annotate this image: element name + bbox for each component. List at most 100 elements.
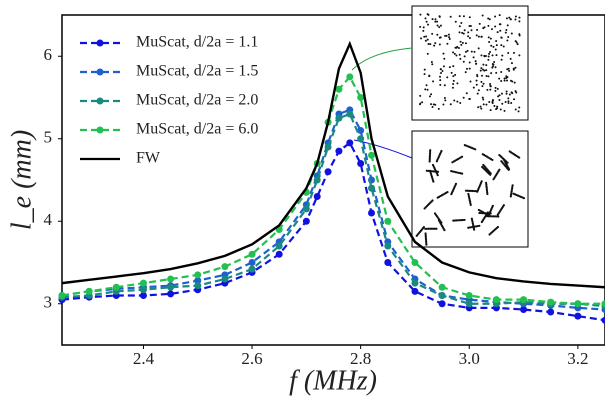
legend-label: MuScat, d/2a = 2.0 (136, 92, 258, 109)
inset-dot (478, 22, 481, 25)
inset-dot (458, 53, 461, 56)
data-point (346, 110, 354, 118)
inset-dot (509, 195, 512, 198)
data-point (411, 287, 419, 295)
inset-dot (460, 43, 463, 46)
inset-dot (439, 24, 442, 27)
inset-dot (500, 92, 503, 95)
inset-dot (477, 106, 480, 109)
inset-dot (491, 158, 494, 162)
data-point (547, 308, 555, 316)
inset-dot (434, 18, 437, 21)
inset-dot (508, 69, 511, 72)
inset-dot (439, 68, 442, 71)
data-point (58, 292, 66, 299)
inset-dot (487, 36, 490, 39)
inset-dot (512, 51, 515, 54)
inset-dot (436, 173, 439, 177)
inset-dot (514, 108, 517, 111)
inset-dot (471, 189, 474, 193)
inset-dot (434, 42, 437, 45)
inset-dot (447, 33, 450, 36)
inset-dot (510, 62, 513, 65)
inset-dot (494, 25, 497, 28)
inset-dot (488, 233, 491, 236)
inset-dot (488, 18, 491, 21)
inset-dot (439, 79, 442, 82)
inset-dot (437, 107, 440, 110)
data-point (302, 205, 310, 213)
inset-dot (489, 215, 492, 218)
inset-dot (490, 215, 494, 218)
x-tick-label: 2.8 (350, 349, 371, 368)
inset-dot (465, 92, 468, 95)
data-point (346, 139, 354, 147)
inset-dot (438, 43, 441, 46)
inset-dot (504, 101, 507, 104)
inset-dot (482, 68, 485, 71)
y-axis-label: l_e (mm) (6, 130, 37, 230)
legend-label: FW (136, 150, 161, 167)
inset-dot (474, 148, 477, 151)
inset-dot (480, 54, 483, 57)
inset-dot (489, 82, 492, 85)
data-point (85, 287, 93, 295)
inset-dot (428, 153, 432, 157)
inset-dot (481, 85, 484, 88)
inset-dot (435, 227, 438, 230)
inset-dot (424, 233, 427, 237)
inset-dot (489, 173, 492, 176)
inset-dot (458, 31, 461, 34)
inset-dot (452, 75, 455, 78)
inset-dot (486, 191, 489, 194)
inset-dot (485, 181, 488, 184)
inset-dot (513, 81, 516, 84)
data-point (167, 275, 175, 283)
inset-dot (518, 156, 521, 159)
inset-dot (490, 72, 493, 75)
inset-dot (468, 189, 471, 192)
data-point (248, 250, 256, 258)
inset-dot (488, 100, 491, 103)
inset-dot (468, 24, 471, 27)
inset-dot (487, 55, 490, 58)
data-point (492, 296, 500, 304)
inset-dot (479, 105, 482, 108)
inset-dot (442, 103, 445, 106)
inset-dot (425, 20, 428, 23)
inset-dot (500, 44, 503, 47)
data-point (574, 300, 582, 308)
inset-dot (469, 189, 472, 193)
inset-dot (461, 172, 464, 175)
data-point (357, 94, 365, 101)
inset-dot (497, 215, 500, 218)
inset-dot (446, 76, 449, 79)
inset-dot (480, 80, 483, 83)
inset-dot (485, 183, 488, 186)
inset-dot (500, 58, 503, 61)
data-point (248, 259, 256, 266)
data-point (384, 259, 392, 266)
inset-dot (427, 169, 430, 173)
inset-dot (515, 41, 518, 44)
inset-dot (490, 28, 493, 31)
inset-dot (482, 98, 485, 101)
inset-dot (452, 83, 455, 86)
inset-dot (487, 75, 490, 78)
inset-dot (436, 196, 439, 199)
inset-dot (514, 18, 517, 21)
inset-dot (487, 24, 490, 27)
inset-dot (444, 99, 447, 102)
legend-marker (96, 39, 104, 47)
inset-dot (469, 80, 472, 83)
inset-uniform (411, 5, 529, 121)
inset-dot (448, 37, 451, 40)
data-point (368, 184, 376, 192)
y-tick-label: 4 (44, 210, 53, 229)
inset-dot (462, 32, 465, 35)
inset-dot (428, 158, 431, 161)
inset-dot (477, 35, 480, 38)
inset-dot (472, 56, 475, 59)
inset-dot (422, 29, 425, 32)
inset-dot (430, 60, 433, 63)
